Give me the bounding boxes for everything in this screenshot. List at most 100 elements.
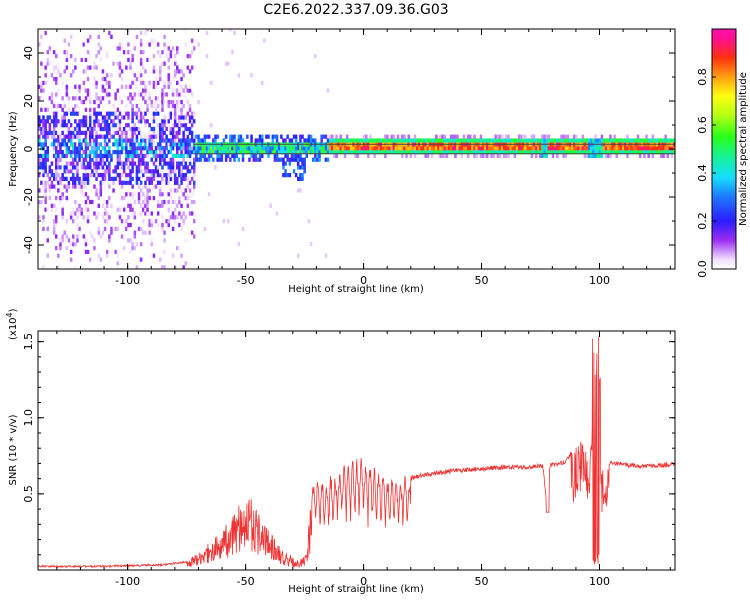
heatmap-cell xyxy=(286,150,289,155)
heatmap-cell xyxy=(139,115,143,120)
heatmap-cell xyxy=(93,119,96,124)
snr-x-label: Height of straight line (km) xyxy=(288,584,424,595)
heatmap-cell xyxy=(146,176,149,181)
heatmap-cell xyxy=(233,157,236,162)
heatmap-cell xyxy=(441,138,444,143)
heatmap-cell xyxy=(114,249,117,254)
heatmap-cell xyxy=(233,30,236,36)
heatmap-cell xyxy=(55,130,58,135)
heatmap-cell xyxy=(445,150,449,155)
heatmap-cell xyxy=(59,123,62,128)
heatmap-cell xyxy=(613,146,616,151)
heatmap-cell xyxy=(152,65,156,70)
heatmap-cell xyxy=(89,165,92,170)
heatmap-cell xyxy=(252,146,255,151)
heatmap-cell xyxy=(139,150,143,155)
heatmap-cell xyxy=(125,161,128,166)
heatmap-cell xyxy=(193,169,196,174)
heatmap-cell xyxy=(384,146,387,151)
heatmap-cell xyxy=(543,146,546,151)
heatmap-cell xyxy=(282,146,285,151)
figure-title: C2E6.2022.337.09.36.G03 xyxy=(263,2,448,18)
heatmap-cell xyxy=(169,165,173,170)
heatmap-cell xyxy=(38,173,41,178)
heatmap-cell xyxy=(129,249,132,254)
heatmap-cell xyxy=(562,138,565,143)
heatmap-cell xyxy=(613,134,616,139)
heatmap-cell xyxy=(80,57,83,62)
heatmap-cell xyxy=(237,134,241,139)
heatmap-cell xyxy=(449,146,453,151)
heatmap-cell xyxy=(275,153,279,158)
heatmap-cell xyxy=(416,146,419,151)
heatmap-cell xyxy=(173,180,177,185)
heatmap-cell xyxy=(613,150,616,155)
heatmap-cell xyxy=(135,126,139,132)
heatmap-cell xyxy=(222,219,226,224)
heatmap-cell xyxy=(152,138,156,143)
heatmap-cell xyxy=(82,69,86,74)
heatmap-cell xyxy=(80,180,83,185)
heatmap-cell xyxy=(261,134,264,139)
heatmap-cell xyxy=(288,138,292,143)
heatmap-cell xyxy=(176,146,179,151)
heatmap-cell xyxy=(573,150,576,155)
heatmap-cell xyxy=(507,150,510,155)
heatmap-cell xyxy=(52,153,56,158)
heatmap-cell xyxy=(672,146,675,151)
heatmap-cell xyxy=(142,173,145,178)
heatmap-cell xyxy=(237,138,241,143)
heatmap-cell xyxy=(233,150,236,155)
heatmap-cell xyxy=(105,157,109,162)
heatmap-cell xyxy=(483,153,487,158)
heatmap-cell xyxy=(454,138,457,143)
heatmap-cell xyxy=(95,150,98,155)
heatmap-cell xyxy=(180,138,183,143)
heatmap-cell xyxy=(144,69,147,74)
heatmap-cell xyxy=(91,138,94,143)
heatmap-cell xyxy=(108,215,111,220)
heatmap-cell xyxy=(48,196,52,201)
heatmap-cell xyxy=(188,211,192,216)
heatmap-cell xyxy=(318,150,321,155)
heatmap-cell xyxy=(127,111,130,116)
heatmap-cell xyxy=(159,65,162,70)
heatmap-cell xyxy=(99,46,103,51)
heatmap-cell xyxy=(101,84,105,89)
heatmap-cell xyxy=(416,138,419,143)
heatmap-cell xyxy=(135,242,139,247)
heatmap-cell xyxy=(615,146,618,151)
heatmap-cell xyxy=(379,138,383,143)
heatmap-cell xyxy=(362,138,366,143)
heatmap-cell xyxy=(377,138,381,143)
heatmap-cell xyxy=(114,226,117,231)
heatmap-cell xyxy=(169,138,173,143)
heatmap-cell xyxy=(118,126,122,132)
heatmap-cell xyxy=(55,92,58,97)
snr-frame xyxy=(37,330,676,571)
heatmap-cell xyxy=(86,65,90,70)
heatmap-cell xyxy=(91,169,94,174)
heatmap-cell xyxy=(120,219,124,224)
heatmap-cell xyxy=(222,150,226,155)
heatmap-cell xyxy=(182,222,185,228)
heatmap-cell xyxy=(180,153,183,158)
heatmap-cell xyxy=(131,103,134,109)
heatmap-cell xyxy=(74,242,77,247)
heatmap-cell xyxy=(65,150,69,155)
heatmap-cell xyxy=(173,107,177,112)
heatmap-cell xyxy=(176,176,179,181)
heatmap-cell xyxy=(517,150,521,155)
heatmap-cell xyxy=(409,138,413,143)
heatmap-cell xyxy=(48,169,52,174)
heatmap-cell xyxy=(152,150,156,155)
heatmap-cell xyxy=(169,130,173,135)
heatmap-cell xyxy=(156,211,160,216)
heatmap-cell xyxy=(190,115,194,120)
heatmap-cell xyxy=(197,100,200,105)
heatmap-cell xyxy=(180,253,183,258)
heatmap-cell xyxy=(91,134,94,139)
heatmap-cell xyxy=(61,153,64,158)
heatmap-cell xyxy=(74,153,77,158)
heatmap-cell xyxy=(301,165,304,170)
